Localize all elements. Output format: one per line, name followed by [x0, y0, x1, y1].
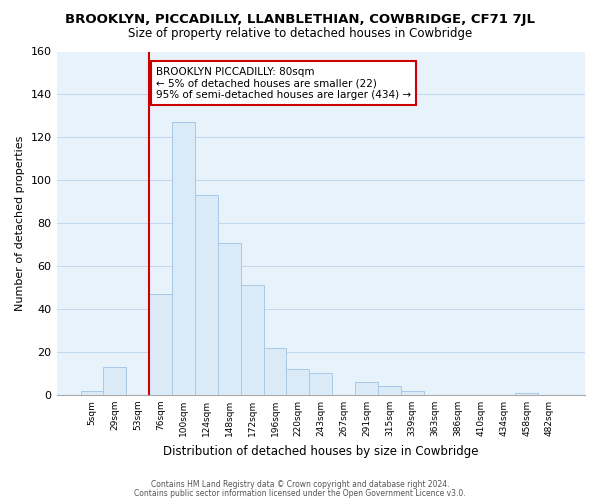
Bar [286, 369, 310, 395]
Text: BROOKLYN, PICCADILLY, LLANBLETHIAN, COWBRIDGE, CF71 7JL: BROOKLYN, PICCADILLY, LLANBLETHIAN, COWB… [65, 12, 535, 26]
Bar [218, 242, 241, 395]
Bar [103, 367, 127, 395]
Bar [355, 382, 378, 395]
Bar [195, 196, 218, 395]
Text: Contains public sector information licensed under the Open Government Licence v3: Contains public sector information licen… [134, 488, 466, 498]
Bar [378, 386, 401, 395]
Text: Contains HM Land Registry data © Crown copyright and database right 2024.: Contains HM Land Registry data © Crown c… [151, 480, 449, 489]
Text: Size of property relative to detached houses in Cowbridge: Size of property relative to detached ho… [128, 28, 472, 40]
Bar [241, 286, 263, 395]
Text: BROOKLYN PICCADILLY: 80sqm
← 5% of detached houses are smaller (22)
95% of semi-: BROOKLYN PICCADILLY: 80sqm ← 5% of detac… [156, 66, 411, 100]
Bar [401, 390, 424, 395]
Bar [310, 374, 332, 395]
Bar [149, 294, 172, 395]
Bar [263, 348, 286, 395]
Bar [80, 390, 103, 395]
Bar [515, 393, 538, 395]
Y-axis label: Number of detached properties: Number of detached properties [15, 136, 25, 311]
X-axis label: Distribution of detached houses by size in Cowbridge: Distribution of detached houses by size … [163, 444, 479, 458]
Bar [172, 122, 195, 395]
